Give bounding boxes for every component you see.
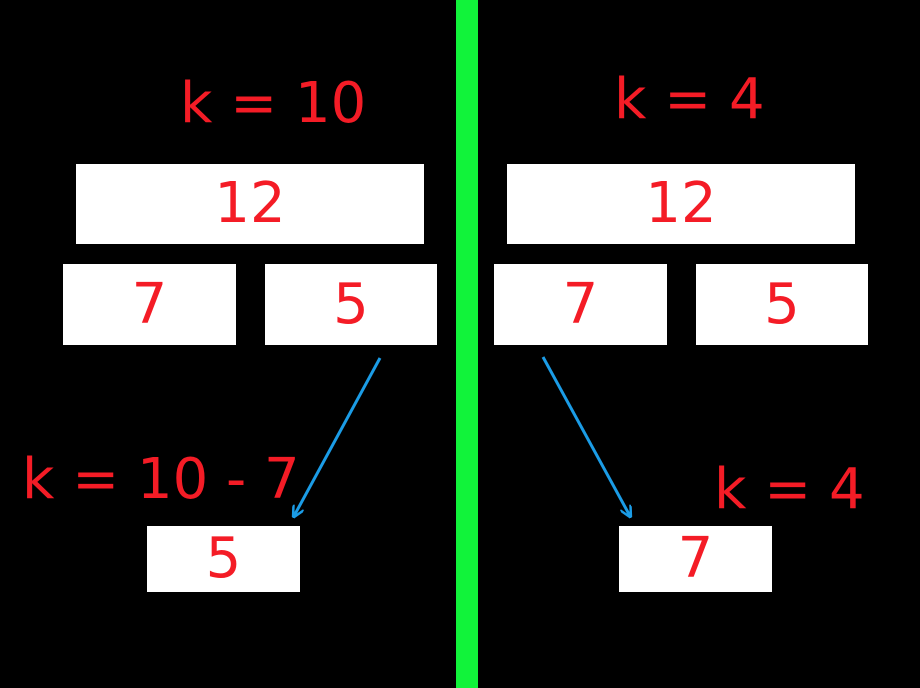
right-arrow [541, 356, 630, 516]
left-next-k-label: k = 10 - 7 [22, 447, 300, 512]
right-root-value: 12 [645, 171, 717, 236]
right-result-value: 7 [677, 526, 714, 591]
left-child-left-box: 7 [63, 264, 236, 345]
left-arrow [294, 357, 382, 516]
left-root-value: 12 [214, 171, 286, 236]
left-child-right-value: 5 [333, 271, 369, 337]
right-child-right-value: 5 [764, 271, 800, 337]
left-k-label: k = 10 [180, 71, 367, 136]
right-result-box: 7 [619, 526, 772, 592]
right-child-left-value: 7 [562, 271, 599, 337]
left-result-value: 5 [205, 526, 242, 591]
right-next-k-label: k = 4 [714, 457, 865, 522]
right-k-label: k = 4 [614, 67, 765, 132]
left-root-box: 12 [76, 164, 424, 244]
left-result-box: 5 [147, 526, 300, 592]
right-child-right-box: 5 [696, 264, 868, 345]
left-child-left-value: 7 [131, 271, 168, 337]
left-child-right-box: 5 [265, 264, 437, 345]
right-child-left-box: 7 [494, 264, 667, 345]
right-root-box: 12 [507, 164, 855, 244]
panel-divider [456, 0, 478, 688]
